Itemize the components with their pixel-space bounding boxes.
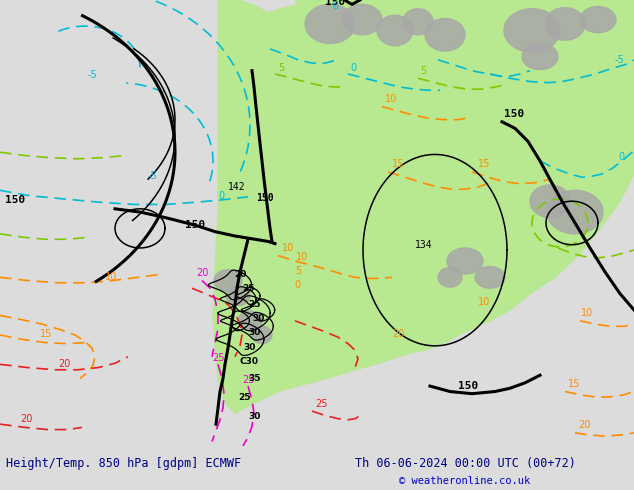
Text: 150: 150 (256, 193, 274, 203)
Text: 142: 142 (228, 182, 245, 192)
Text: 150: 150 (325, 0, 346, 7)
Text: 5: 5 (295, 266, 301, 276)
Text: 25: 25 (238, 393, 250, 402)
Polygon shape (580, 6, 616, 33)
Text: 0: 0 (332, 0, 338, 11)
Text: 20: 20 (392, 329, 404, 339)
Text: 20: 20 (196, 268, 209, 278)
Polygon shape (530, 185, 570, 218)
Polygon shape (238, 311, 262, 331)
Text: 0: 0 (618, 152, 624, 162)
Text: © weatheronline.co.uk: © weatheronline.co.uk (399, 476, 531, 486)
Text: 30: 30 (243, 343, 256, 352)
Text: 15: 15 (568, 379, 580, 389)
Text: 10: 10 (385, 94, 398, 104)
Polygon shape (252, 326, 272, 343)
Text: 134: 134 (415, 240, 432, 250)
Text: 150: 150 (458, 381, 478, 392)
Text: 10: 10 (282, 243, 294, 253)
Polygon shape (547, 190, 603, 234)
Text: -5: -5 (88, 70, 98, 80)
Text: 25: 25 (242, 285, 254, 294)
Polygon shape (377, 15, 413, 46)
Text: 0: 0 (350, 63, 356, 73)
Polygon shape (425, 19, 465, 51)
Text: 30: 30 (248, 412, 261, 421)
Polygon shape (475, 267, 505, 288)
Polygon shape (545, 8, 585, 40)
Polygon shape (470, 0, 634, 74)
Text: 30: 30 (252, 314, 264, 323)
Text: 20: 20 (578, 420, 590, 431)
Text: 5: 5 (420, 66, 426, 76)
Polygon shape (447, 248, 483, 274)
Text: 150: 150 (504, 109, 524, 120)
Text: 10: 10 (105, 271, 117, 281)
Text: 35: 35 (248, 374, 261, 383)
Polygon shape (342, 4, 382, 35)
Text: 25: 25 (242, 375, 254, 385)
Text: 10: 10 (296, 252, 308, 262)
Polygon shape (305, 4, 355, 44)
Text: 25: 25 (212, 353, 224, 363)
Text: 25: 25 (315, 399, 328, 409)
Text: Th 06-06-2024 00:00 UTC (00+72): Th 06-06-2024 00:00 UTC (00+72) (355, 457, 576, 469)
Text: 10: 10 (478, 296, 490, 307)
Text: 20: 20 (234, 270, 247, 279)
Polygon shape (213, 0, 634, 413)
Text: 0: 0 (218, 191, 224, 201)
Text: 25: 25 (248, 300, 261, 309)
Text: C30: C30 (240, 357, 259, 367)
Text: 150: 150 (5, 196, 25, 205)
Text: 5: 5 (278, 63, 284, 73)
Text: Height/Temp. 850 hPa [gdpm] ECMWF: Height/Temp. 850 hPa [gdpm] ECMWF (6, 457, 242, 469)
Polygon shape (214, 270, 242, 292)
Text: 15: 15 (478, 159, 490, 170)
Polygon shape (522, 44, 558, 70)
Polygon shape (438, 268, 462, 287)
Polygon shape (403, 9, 433, 35)
Polygon shape (226, 286, 250, 306)
Text: 30: 30 (248, 328, 261, 337)
Text: 0: 0 (294, 280, 300, 290)
Text: 20: 20 (20, 414, 32, 424)
Text: -5: -5 (615, 55, 624, 65)
Polygon shape (504, 9, 560, 52)
Text: 15: 15 (392, 159, 404, 170)
Text: 15: 15 (40, 329, 53, 339)
Polygon shape (295, 0, 405, 60)
Text: 20: 20 (58, 359, 70, 368)
Text: 150: 150 (185, 220, 205, 230)
Text: 10: 10 (581, 309, 593, 318)
Text: -5: -5 (148, 172, 158, 181)
